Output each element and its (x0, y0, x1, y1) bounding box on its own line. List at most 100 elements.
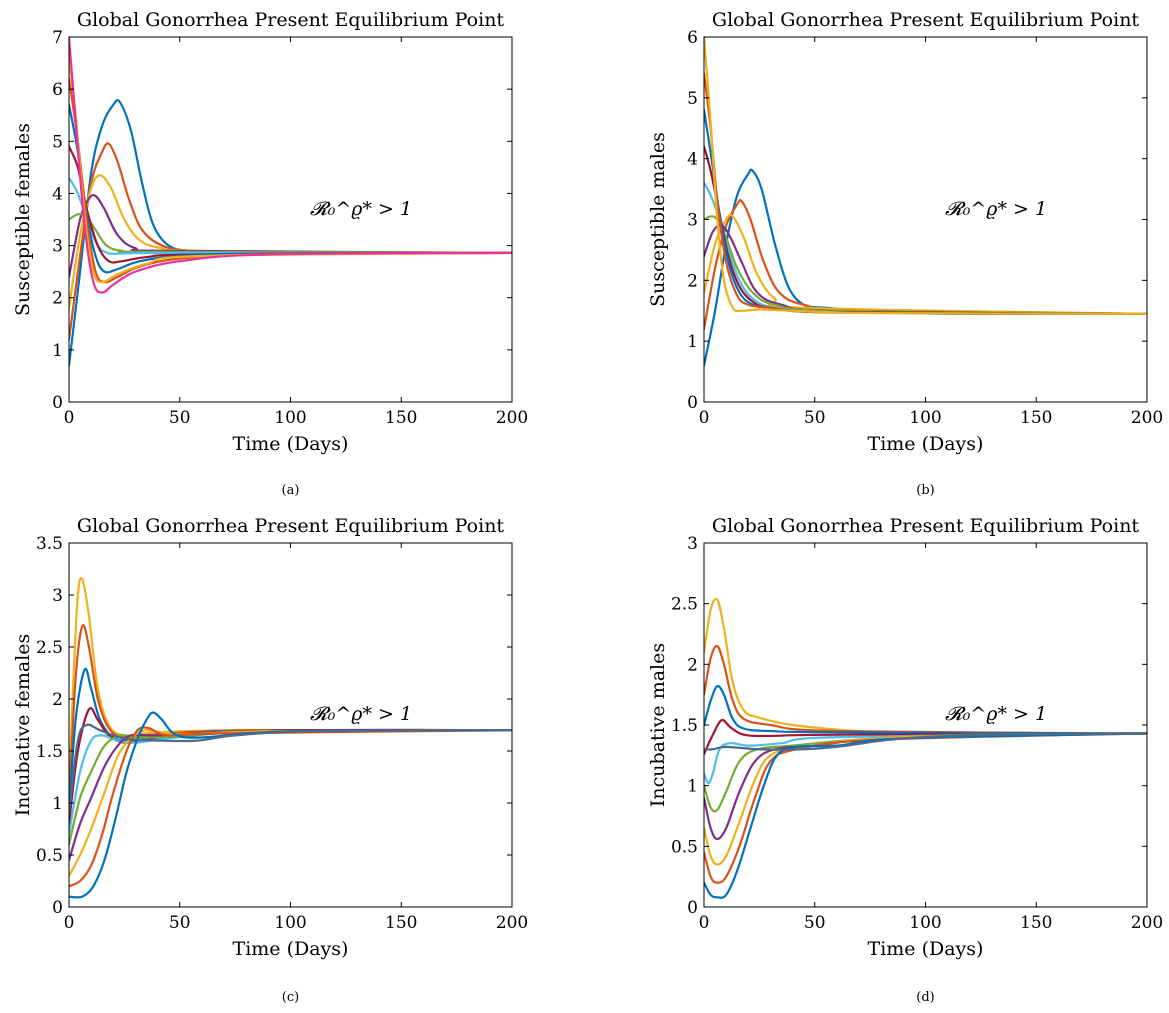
panel-c: 0 50 100 150 200 0 0.5 1 1.5 2 2.5 3 3.5 Global Gonor… (12, 515, 528, 1005)
y-tick-label: 0 (52, 898, 63, 918)
series-line-5 (704, 215, 1147, 315)
series-line-4 (704, 224, 1147, 315)
r0-annotation: 𝓡₀^ϱ* > 1 (945, 703, 1047, 725)
y-tick-label: 4 (687, 150, 698, 170)
series-group (69, 576, 512, 899)
x-tick-label: 50 (804, 408, 826, 428)
x-tick-label: 0 (699, 408, 710, 428)
plot-frame (703, 36, 1148, 403)
y-tick-label: 2 (52, 289, 63, 309)
series-line-3 (69, 174, 512, 310)
y-tick-label: 3 (52, 586, 63, 606)
x-tick-label: 200 (496, 913, 528, 933)
panel-d: 0 50 100 150 200 0 0.5 1 1.5 2 2.5 3 Global Gonorrhe… (647, 515, 1163, 1005)
y-tick-label: 0.5 (36, 846, 63, 866)
x-tick-label: 100 (909, 913, 941, 933)
series-line-7 (69, 728, 512, 862)
series-group (704, 37, 1147, 367)
series-line-4 (704, 718, 1147, 756)
y-tick-label: 3.5 (36, 534, 63, 554)
x-axis-label: Time (Days) (233, 938, 349, 960)
y-axis-label: Incubative females (12, 634, 34, 817)
y-tick-label: 0 (687, 898, 698, 918)
x-tick-label: 100 (909, 408, 941, 428)
y-tick-label: 1 (52, 794, 63, 814)
y-tick-label: 3 (687, 211, 698, 231)
panel-caption: (b) (916, 483, 934, 498)
series-line-8 (704, 108, 1147, 315)
y-axis-label: Susceptible females (12, 123, 34, 316)
panel-a: 0 50 100 150 200 0 1 2 3 4 5 6 7 Global Gonorrhea Pre… (12, 9, 528, 498)
series-line-11 (704, 732, 1147, 751)
panel-b: 0 50 100 150 200 0 1 2 3 4 5 6 Global Gonorrhea Pres… (647, 9, 1163, 498)
y-tick-label: 2 (687, 655, 698, 675)
y-tick-label: 1 (52, 341, 63, 361)
x-tick-label: 200 (1131, 408, 1163, 428)
y-tick-label: 0 (687, 393, 698, 413)
y-tick-label: 1 (687, 332, 698, 352)
series-line-9 (69, 726, 512, 888)
x-tick-label: 200 (1131, 913, 1163, 933)
series-line-2 (69, 624, 512, 805)
x-axis-label: Time (Days) (868, 433, 984, 455)
y-tick-label: 2 (52, 690, 63, 710)
x-tick-label: 200 (496, 408, 528, 428)
y-tick-label: 2.5 (671, 595, 698, 615)
series-line-3 (704, 684, 1147, 735)
r0-annotation: 𝓡₀^ϱ* > 1 (945, 198, 1047, 220)
x-tick-label: 50 (804, 913, 826, 933)
r0-annotation: 𝓡₀^ϱ* > 1 (310, 703, 412, 725)
y-tick-label: 4 (52, 184, 63, 204)
y-tick-label: 3 (687, 534, 698, 554)
series-line-8 (69, 729, 512, 877)
x-tick-label: 100 (274, 408, 306, 428)
x-tick-label: 100 (274, 913, 306, 933)
x-axis-label: Time (Days) (868, 938, 984, 960)
series-line-8 (704, 732, 1147, 866)
x-tick-label: 50 (169, 408, 191, 428)
series-line-1 (704, 597, 1147, 735)
x-tick-label: 50 (169, 913, 191, 933)
series-line-5 (704, 732, 1147, 785)
chart-title: Global Gonorrhea Present Equilibrium Poi… (77, 9, 505, 31)
x-tick-label: 150 (1020, 408, 1052, 428)
series-line-7 (69, 145, 512, 264)
chart-title: Global Gonorrhea Present Equilibrium Poi… (712, 515, 1140, 537)
x-tick-label: 150 (385, 408, 417, 428)
chart-title: Global Gonorrhea Present Equilibrium Poi… (77, 515, 505, 537)
series-line-10 (704, 732, 1147, 899)
y-tick-label: 1.5 (36, 742, 63, 762)
y-tick-label: 0 (52, 393, 63, 413)
series-line-4 (69, 707, 512, 825)
x-tick-label: 0 (64, 913, 75, 933)
y-axis-label: Incubative males (647, 643, 669, 807)
y-tick-label: 6 (52, 80, 63, 100)
x-tick-label: 150 (1020, 913, 1052, 933)
x-tick-label: 150 (385, 913, 417, 933)
y-tick-label: 5 (52, 132, 63, 152)
y-tick-label: 0.5 (671, 837, 698, 857)
x-tick-label: 0 (699, 913, 710, 933)
y-tick-label: 1.5 (671, 716, 698, 736)
y-tick-label: 7 (52, 28, 63, 48)
series-line-11 (69, 723, 512, 815)
y-tick-label: 2 (687, 271, 698, 291)
series-line-2 (69, 142, 512, 341)
panel-caption: (d) (916, 990, 934, 1005)
panel-caption: (c) (282, 990, 299, 1005)
series-line-10 (704, 37, 1147, 315)
y-tick-label: 2.5 (36, 638, 63, 658)
x-axis-label: Time (Days) (233, 433, 349, 455)
y-tick-label: 3 (52, 237, 63, 257)
y-axis-label: Susceptible males (647, 132, 669, 307)
y-tick-label: 5 (687, 89, 698, 109)
series-group (704, 597, 1147, 899)
y-tick-label: 6 (687, 28, 698, 48)
series-line-1 (704, 168, 1147, 367)
series-line-11 (69, 37, 512, 294)
series-group (69, 37, 512, 367)
series-line-1 (69, 576, 512, 794)
plot-frame (68, 542, 513, 908)
y-tick-label: 1 (687, 777, 698, 797)
